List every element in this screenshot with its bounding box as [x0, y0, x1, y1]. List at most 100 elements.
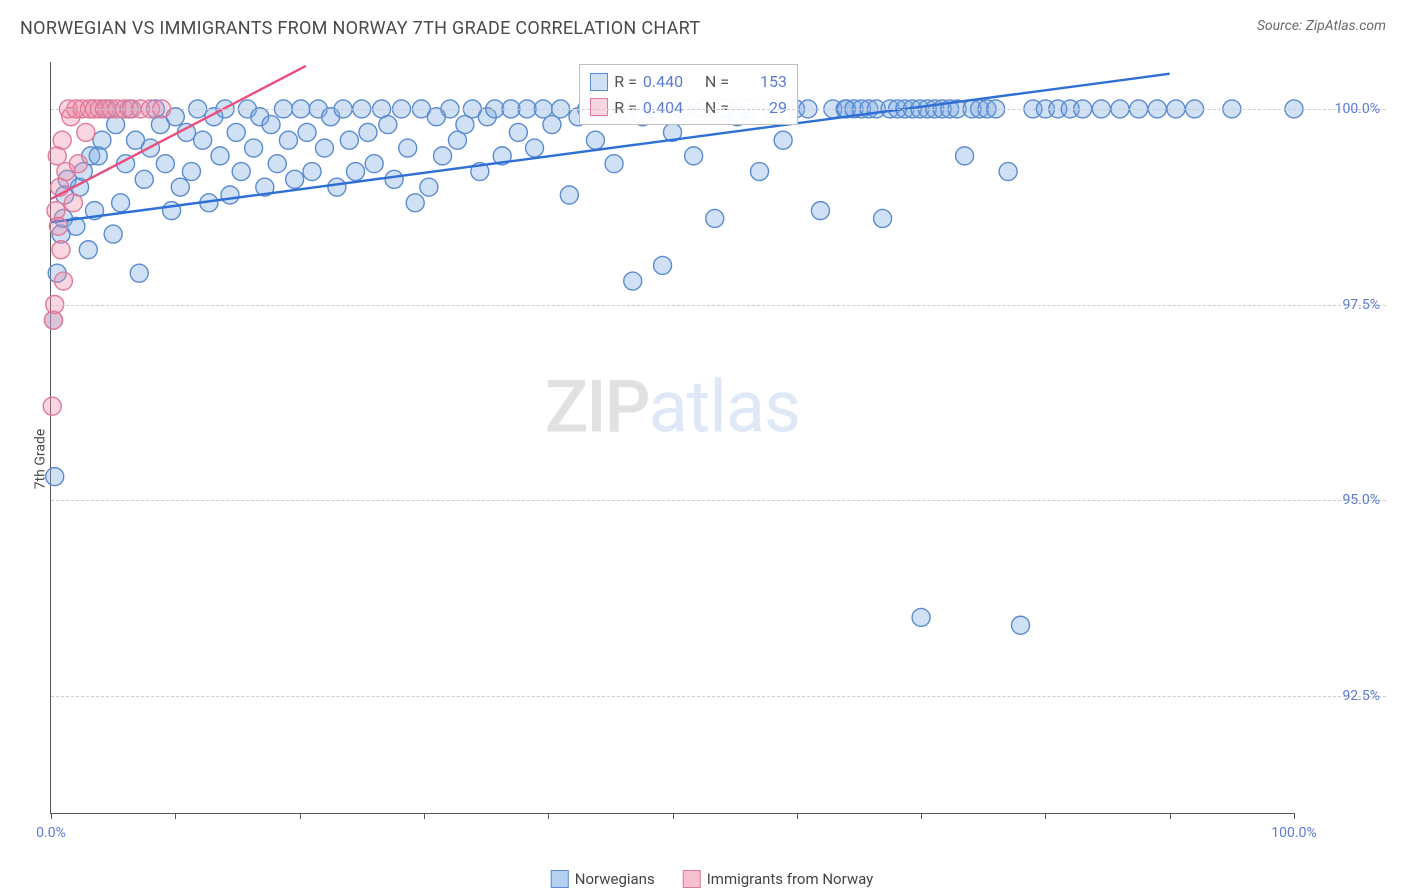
- x-tick: [797, 813, 798, 819]
- data-point: [211, 147, 229, 165]
- data-point: [365, 155, 383, 173]
- x-tick: [1045, 813, 1046, 819]
- correlation-box: R = 0.440 N =153 R = 0.404 N =29: [579, 64, 798, 125]
- data-point: [279, 131, 297, 149]
- data-point: [262, 116, 280, 134]
- data-point: [93, 131, 111, 149]
- r-value: 0.404: [643, 95, 695, 121]
- data-point: [359, 123, 377, 141]
- y-tick-label: 92.5%: [1342, 688, 1380, 704]
- data-point: [112, 194, 130, 212]
- x-tick: [424, 813, 425, 819]
- data-point: [135, 170, 153, 188]
- gridline: [51, 500, 1386, 501]
- r-value: 0.440: [643, 69, 695, 95]
- data-point: [605, 155, 623, 173]
- data-point: [182, 163, 200, 181]
- scatter-svg: [51, 62, 1294, 813]
- data-point: [156, 155, 174, 173]
- data-point: [227, 123, 245, 141]
- source-attribution: Source: ZipAtlas.com: [1257, 18, 1386, 34]
- y-tick-label: 95.0%: [1342, 492, 1380, 508]
- x-tick: [1170, 813, 1171, 819]
- x-tick-label: 0.0%: [36, 825, 66, 841]
- data-point: [104, 225, 122, 243]
- y-tick-label: 97.5%: [1342, 297, 1380, 313]
- legend-label: Immigrants from Norway: [707, 870, 874, 888]
- n-value: 29: [735, 95, 787, 121]
- data-point: [685, 147, 703, 165]
- data-point: [298, 123, 316, 141]
- data-point: [1012, 616, 1030, 634]
- data-point: [956, 147, 974, 165]
- data-point: [315, 139, 333, 157]
- legend-swatch: [683, 870, 701, 888]
- data-point: [347, 163, 365, 181]
- legend-item: Immigrants from Norway: [683, 870, 874, 888]
- n-label: N =: [701, 69, 729, 95]
- correlation-row: R = 0.404 N =29: [590, 95, 787, 121]
- data-point: [232, 163, 250, 181]
- chart-container: 7th Grade ZIPatlas R =0.440 N =153R =0.4…: [38, 62, 1386, 856]
- series-swatch: [590, 73, 608, 91]
- series-swatch: [590, 98, 608, 116]
- data-point: [64, 194, 82, 212]
- data-point: [221, 186, 239, 204]
- data-point: [171, 178, 189, 196]
- data-point: [624, 272, 642, 290]
- x-tick-label: 100.0%: [1271, 825, 1316, 841]
- data-point: [751, 163, 769, 181]
- data-point: [385, 170, 403, 188]
- x-tick: [1294, 813, 1295, 819]
- data-point: [340, 131, 358, 149]
- chart-title: NORWEGIAN VS IMMIGRANTS FROM NORWAY 7TH …: [20, 18, 700, 39]
- legend-item: Norwegians: [551, 870, 655, 888]
- x-tick: [175, 813, 176, 819]
- x-tick: [300, 813, 301, 819]
- data-point: [912, 608, 930, 626]
- n-label: N =: [701, 95, 729, 121]
- x-tick: [673, 813, 674, 819]
- data-point: [420, 178, 438, 196]
- legend-label: Norwegians: [575, 870, 655, 888]
- data-point: [54, 272, 72, 290]
- data-point: [379, 116, 397, 134]
- correlation-row: R = 0.440 N =153: [590, 69, 787, 95]
- data-point: [77, 123, 95, 141]
- r-label: R =: [614, 69, 637, 95]
- x-tick: [921, 813, 922, 819]
- data-point: [526, 139, 544, 157]
- r-label: R =: [614, 95, 637, 121]
- data-point: [811, 202, 829, 220]
- data-point: [286, 170, 304, 188]
- data-point: [586, 131, 604, 149]
- data-point: [245, 139, 263, 157]
- gridline: [51, 305, 1386, 306]
- data-point: [69, 155, 87, 173]
- gridline: [51, 696, 1386, 697]
- data-point: [79, 241, 97, 259]
- data-point: [560, 186, 578, 204]
- legend-swatch: [551, 870, 569, 888]
- data-point: [434, 147, 452, 165]
- data-point: [49, 217, 67, 235]
- data-point: [46, 468, 64, 486]
- data-point: [406, 194, 424, 212]
- data-point: [53, 131, 71, 149]
- data-point: [194, 131, 212, 149]
- data-point: [706, 209, 724, 227]
- plot-area: ZIPatlas R =0.440 N =153R =0.404 N =29 9…: [50, 62, 1294, 814]
- x-tick: [548, 813, 549, 819]
- data-point: [399, 139, 417, 157]
- data-point: [874, 209, 892, 227]
- data-point: [774, 131, 792, 149]
- data-point: [999, 163, 1017, 181]
- data-point: [303, 163, 321, 181]
- data-point: [328, 178, 346, 196]
- y-tick-label: 100.0%: [1335, 101, 1380, 117]
- n-value: 153: [735, 69, 787, 95]
- x-tick: [51, 813, 52, 819]
- data-point: [654, 256, 672, 274]
- data-point: [268, 155, 286, 173]
- gridline: [51, 109, 1386, 110]
